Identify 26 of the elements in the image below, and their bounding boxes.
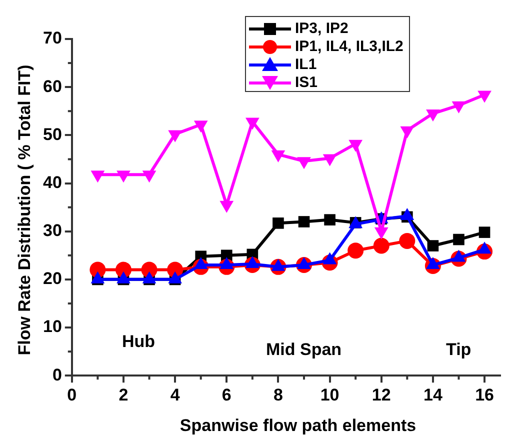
y-axis-title: Flow Rate Distribution ( % Total FIT): [15, 64, 35, 358]
x-axis-title: Spanwise flow path elements: [178, 416, 418, 436]
x-tick-label: 12: [372, 385, 391, 404]
annotation: Hub: [122, 332, 156, 352]
x-tick-label: 6: [222, 385, 232, 404]
x-tick-label: 2: [118, 385, 128, 404]
x-tick-label: 8: [273, 385, 283, 404]
legend-label: IS1: [295, 74, 318, 90]
y-tick-label: 30: [42, 221, 62, 240]
x-tick-label: 10: [320, 385, 340, 404]
y-tick-label: 20: [42, 269, 62, 288]
y-tick-label: 10: [42, 317, 62, 336]
annotation: Tip: [446, 340, 472, 360]
legend-label: IP3, IP2: [295, 20, 348, 36]
y-tick-label: 60: [42, 76, 62, 96]
x-tick-label: 0: [67, 385, 77, 404]
x-tick-label: 16: [475, 385, 494, 404]
y-tick-label: 0: [52, 365, 62, 384]
legend-label: IL1: [295, 56, 317, 72]
x-tick-label: 14: [423, 385, 443, 404]
legend-label: IP1, IL4, IL3,IL2: [295, 38, 404, 54]
y-tick-label: 40: [42, 172, 62, 192]
annotation: Mid Span: [266, 340, 342, 360]
y-tick-label: 70: [42, 28, 62, 48]
y-tick-label: 50: [42, 124, 62, 144]
x-tick-label: 4: [170, 385, 180, 404]
